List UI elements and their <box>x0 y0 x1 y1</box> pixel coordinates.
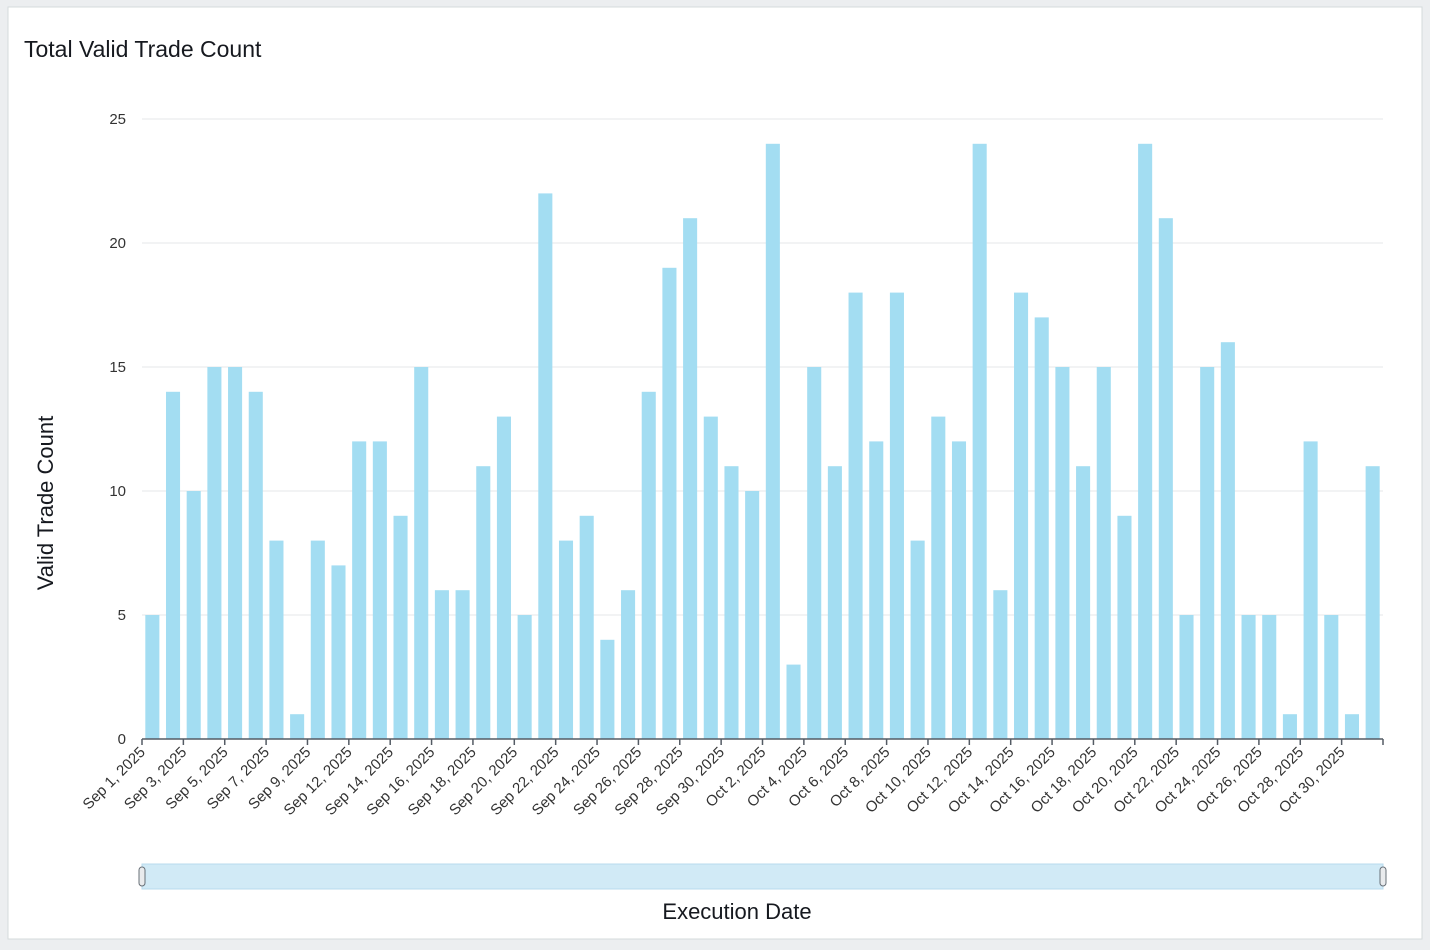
bar <box>889 292 904 739</box>
y-tick-label: 20 <box>109 235 126 252</box>
bar <box>1096 367 1111 739</box>
bar <box>724 466 739 739</box>
bar <box>434 590 449 739</box>
bar <box>807 367 822 739</box>
bar <box>703 416 718 739</box>
bar <box>414 367 429 739</box>
bar <box>1262 615 1277 739</box>
bar <box>248 391 263 739</box>
bar <box>993 590 1008 739</box>
bar <box>352 441 367 739</box>
bar <box>1138 143 1153 740</box>
bar <box>1303 441 1318 739</box>
x-axis-label: Execution Date <box>662 899 811 924</box>
bar <box>641 391 656 739</box>
bar <box>145 615 160 739</box>
bar <box>600 639 615 739</box>
y-tick-label: 0 <box>118 731 126 748</box>
bar <box>1076 466 1091 739</box>
bar <box>931 416 946 739</box>
bar <box>228 367 243 739</box>
bar <box>662 267 677 739</box>
bar <box>745 491 760 739</box>
bar <box>331 565 346 739</box>
bar <box>558 540 574 739</box>
bar <box>1344 714 1360 739</box>
bar <box>1179 615 1194 739</box>
y-tick-label: 15 <box>109 359 126 376</box>
y-tick-label: 25 <box>109 111 126 128</box>
bar <box>910 540 925 739</box>
bar <box>1241 615 1256 739</box>
bar <box>827 466 842 739</box>
bar <box>269 540 284 739</box>
bar <box>1324 615 1339 739</box>
chart-title: Total Valid Trade Count <box>24 36 262 62</box>
bar <box>1365 466 1380 739</box>
scrollbar[interactable] <box>141 863 1384 890</box>
bar <box>621 590 636 739</box>
bar <box>1117 515 1132 739</box>
bar <box>496 416 511 739</box>
bar <box>1282 714 1297 739</box>
bar <box>848 292 863 739</box>
bar <box>1200 367 1215 739</box>
bar <box>372 441 387 739</box>
bar <box>517 615 532 739</box>
bar <box>455 590 470 739</box>
bar <box>207 367 222 739</box>
scroll-handle[interactable] <box>138 866 146 887</box>
bar <box>579 515 594 739</box>
bar <box>1034 317 1049 739</box>
bar <box>765 143 780 740</box>
bar <box>1158 218 1173 739</box>
bar <box>186 491 201 739</box>
scroll-handle[interactable] <box>1379 866 1387 887</box>
bar <box>869 441 884 739</box>
bar <box>972 143 987 740</box>
bar <box>683 218 698 739</box>
bar <box>310 540 325 739</box>
bar <box>393 515 408 739</box>
bar <box>165 391 181 739</box>
bar <box>786 664 801 739</box>
bar <box>476 466 491 739</box>
bar <box>951 441 967 739</box>
y-axis-label: Valid Trade Count <box>33 416 58 590</box>
bar <box>538 193 553 739</box>
bar <box>1014 292 1029 739</box>
y-tick-label: 10 <box>109 483 126 500</box>
bar <box>1220 342 1235 739</box>
bar <box>1055 367 1070 739</box>
y-tick-label: 5 <box>118 607 126 624</box>
bar <box>290 714 305 739</box>
